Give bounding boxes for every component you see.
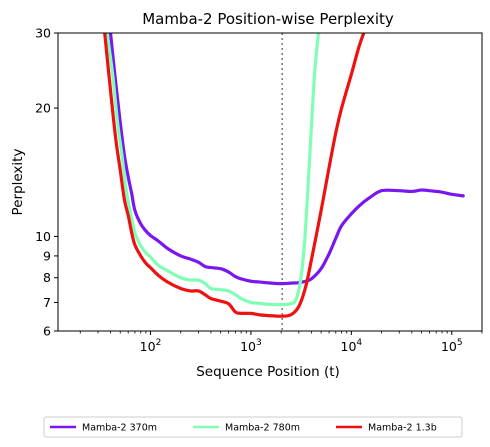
y-tick-label: 9 (43, 248, 51, 263)
x-tick-label: 103 (240, 338, 262, 354)
x-axis-ticks: 102 103 104 105 (79, 331, 483, 354)
series-layer (103, 33, 465, 318)
x-tick-label: 105 (441, 338, 463, 354)
y-tick-label: 6 (43, 324, 51, 339)
chart-title: Mamba-2 Position-wise Perplexity (142, 10, 394, 28)
y-tick-label: 30 (35, 26, 51, 41)
y-axis-ticks: 6 7 8 9 10 20 30 (35, 26, 58, 339)
x-axis-label: Sequence Position (t) (196, 364, 340, 380)
y-tick-label: 20 (35, 101, 51, 116)
legend-label: Mamba-2 370m (82, 423, 157, 434)
series-line-2 (105, 33, 321, 307)
y-tick-label: 7 (43, 295, 51, 310)
x-tick-label: 102 (140, 338, 162, 354)
legend: Mamba-2 370m Mamba-2 780m Mamba-2 1.3b (43, 416, 463, 438)
y-tick-label: 10 (35, 229, 51, 244)
legend-items: Mamba-2 370m Mamba-2 780m Mamba-2 1.3b (50, 423, 437, 434)
legend-label: Mamba-2 780m (225, 423, 300, 434)
plot-frame (57, 32, 483, 332)
y-axis-label: Perplexity (10, 149, 26, 216)
legend-frame (43, 416, 463, 438)
x-tick-label: 104 (341, 338, 363, 354)
legend-label: Mamba-2 1.3b (368, 423, 437, 434)
series-line-1 (108, 33, 465, 286)
series-line-3 (103, 33, 366, 318)
y-tick-label: 8 (43, 270, 51, 285)
